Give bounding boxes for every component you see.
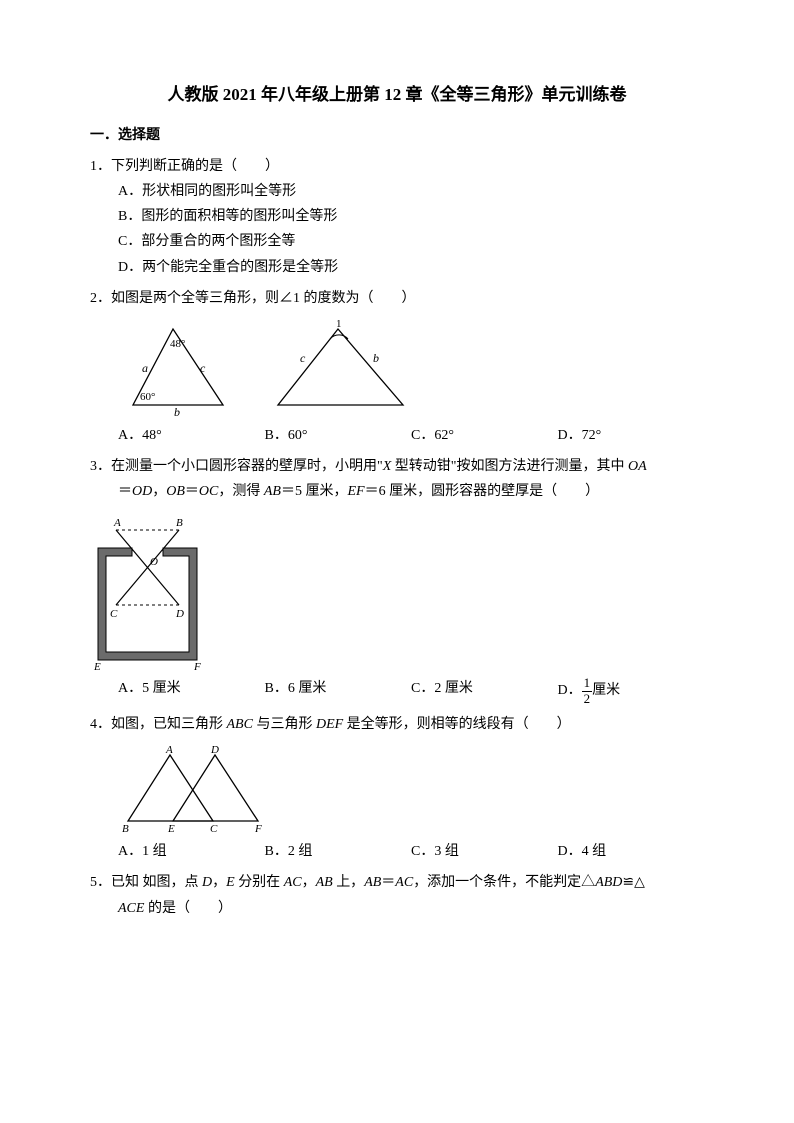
q1-opt-b: B．图形的面积相等的图形叫全等形 <box>90 204 704 229</box>
q4-opt-b: B．2 组 <box>265 839 412 864</box>
angle-48: 48° <box>170 338 185 350</box>
q1-opt-d: D．两个能完全重合的图形是全等形 <box>90 255 704 280</box>
lbl-E: E <box>167 823 175 833</box>
q2-opt-d: D．72° <box>558 423 705 448</box>
lbl-F: F <box>193 661 201 670</box>
angle-1: 1 <box>336 318 342 330</box>
q1-opt-a: A．形状相同的图形叫全等形 <box>90 179 704 204</box>
question-2: 2．如图是两个全等三角形，则∠1 的度数为（ ） 48° 60° a c b 1… <box>90 286 704 448</box>
question-1: 1．下列判断正确的是（ ） A．形状相同的图形叫全等形 B．图形的面积相等的图形… <box>90 154 704 280</box>
q4-opt-d: D．4 组 <box>558 839 705 864</box>
q4-triangles: A D B E C F <box>118 743 278 833</box>
q5-stem-line1: 5．已知 如图，点 D，E 分别在 AC，AB 上，AB＝AC，添加一个条件，不… <box>90 870 704 895</box>
q1-stem: 1．下列判断正确的是（ ） <box>90 154 704 179</box>
page-title: 人教版 2021 年八年级上册第 12 章《全等三角形》单元训练卷 <box>90 80 704 111</box>
q5-stem-line2: ACE 的是（ ） <box>90 896 704 921</box>
q2-opt-c: C．62° <box>411 423 558 448</box>
q2-opt-b: B．60° <box>265 423 412 448</box>
q3-opt-a: A．5 厘米 <box>118 676 265 706</box>
q4-stem: 4．如图，已知三角形 ABC 与三角形 DEF 是全等形，则相等的线段有（ ） <box>90 712 704 737</box>
lbl-O: O <box>150 556 158 568</box>
q3-stem-line1: 3．在测量一个小口圆形容器的壁厚时，小明用"X 型转动钳"按如图方法进行测量，其… <box>90 454 704 479</box>
q3-opt-b: B．6 厘米 <box>265 676 412 706</box>
q2-triangle-left: 48° 60° a c b <box>118 317 238 417</box>
q4-opt-a: A．1 组 <box>118 839 265 864</box>
q2-stem: 2．如图是两个全等三角形，则∠1 的度数为（ ） <box>90 286 704 311</box>
side-b2: b <box>373 351 379 365</box>
q2-figure-row: 48° 60° a c b 1 c b <box>90 317 704 417</box>
q1-opt-c: C．部分重合的两个图形全等 <box>90 229 704 254</box>
question-5: 5．已知 如图，点 D，E 分别在 AC，AB 上，AB＝AC，添加一个条件，不… <box>90 870 704 920</box>
lbl-B: B <box>176 517 183 529</box>
lbl-F: F <box>254 823 262 833</box>
lbl-C: C <box>110 608 118 620</box>
side-a: a <box>142 361 148 375</box>
lbl-E: E <box>93 661 101 670</box>
q3-stem-line2: ＝OD，OB＝OC，测得 AB＝5 厘米，EF＝6 厘米，圆形容器的壁厚是（ ） <box>90 479 704 504</box>
lbl-B: B <box>122 823 129 833</box>
question-4: 4．如图，已知三角形 ABC 与三角形 DEF 是全等形，则相等的线段有（ ） … <box>90 712 704 864</box>
q2-triangle-right: 1 c b <box>268 317 413 417</box>
q3-opt-d: D．12厘米 <box>558 676 705 706</box>
q3-options: A．5 厘米 B．6 厘米 C．2 厘米 D．12厘米 <box>90 676 704 706</box>
q2-options: A．48° B．60° C．62° D．72° <box>90 423 704 448</box>
question-3: 3．在测量一个小口圆形容器的壁厚时，小明用"X 型转动钳"按如图方法进行测量，其… <box>90 454 704 706</box>
side-c: c <box>200 361 206 375</box>
lbl-A: A <box>165 744 173 756</box>
q4-figure-row: A D B E C F <box>90 743 704 833</box>
angle-60: 60° <box>140 391 155 403</box>
side-c2: c <box>300 351 306 365</box>
q3-container-figure: A B O C D E F <box>90 510 205 670</box>
side-b: b <box>174 405 180 417</box>
q3-opt-c: C．2 厘米 <box>411 676 558 706</box>
fraction-icon: 12 <box>582 676 593 706</box>
lbl-D: D <box>175 608 184 620</box>
lbl-A: A <box>113 517 121 529</box>
lbl-C: C <box>210 823 218 833</box>
q4-options: A．1 组 B．2 组 C．3 组 D．4 组 <box>90 839 704 864</box>
section-heading: 一．选择题 <box>90 123 704 148</box>
q3-figure-row: A B O C D E F <box>90 510 704 670</box>
lbl-D: D <box>210 744 219 756</box>
q2-opt-a: A．48° <box>118 423 265 448</box>
q4-opt-c: C．3 组 <box>411 839 558 864</box>
